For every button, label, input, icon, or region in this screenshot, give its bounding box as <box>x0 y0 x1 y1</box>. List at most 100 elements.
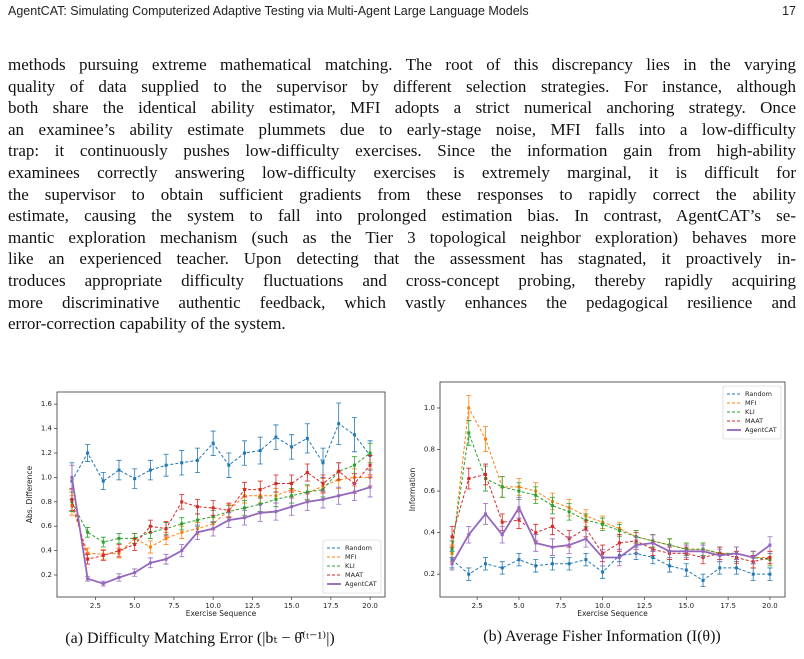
point <box>534 541 538 545</box>
x-tick-label: 5.0 <box>129 602 140 610</box>
legend-label: MFI <box>345 553 356 561</box>
y-tick-label: 0.2 <box>424 570 435 578</box>
caption: (a) Difficulty Matching Error (|bₜ − θ̂⁽… <box>65 630 335 647</box>
point <box>117 549 121 553</box>
point <box>467 477 471 481</box>
point <box>321 497 325 501</box>
x-tick-label: 12.5 <box>245 602 261 610</box>
point <box>274 510 278 514</box>
point <box>195 530 199 534</box>
point <box>550 562 554 566</box>
point <box>567 562 571 566</box>
point <box>484 437 488 441</box>
x-tick-label: 2.5 <box>90 602 101 610</box>
y-tick-label: 0.6 <box>424 487 436 495</box>
point <box>227 518 231 522</box>
series <box>449 496 773 571</box>
point <box>290 445 294 449</box>
point <box>484 512 488 516</box>
legend-label: KLI <box>745 408 755 416</box>
point <box>467 572 471 576</box>
point <box>101 479 105 483</box>
point <box>550 524 554 528</box>
point <box>180 549 184 553</box>
point <box>352 463 356 467</box>
text-line: estimate, causing the system to fall int… <box>8 206 796 226</box>
point <box>684 568 688 572</box>
x-tick-label: 2.5 <box>472 602 483 610</box>
series <box>449 463 773 569</box>
text-line: quality of data supplied to the supervis… <box>8 76 796 96</box>
legend-label: KLI <box>345 562 355 570</box>
point <box>484 562 488 566</box>
point <box>321 461 325 465</box>
point <box>243 506 247 510</box>
x-tick-label: 17.5 <box>323 602 339 610</box>
point <box>195 505 199 509</box>
point <box>133 543 137 547</box>
y-tick-label: 1.4 <box>41 425 53 433</box>
point <box>305 436 309 440</box>
series-line <box>451 505 771 565</box>
point <box>567 543 571 547</box>
series <box>69 464 373 587</box>
text-line: the supervisor to obtain sufficient grad… <box>8 184 796 204</box>
point <box>274 497 278 501</box>
legend-label: MFI <box>745 399 756 407</box>
point <box>467 431 471 435</box>
caption: (b) Average Fisher Information (I(θ)) <box>483 628 721 645</box>
x-tick-label: 15.0 <box>678 602 694 610</box>
point <box>617 556 621 560</box>
y-tick-label: 0.6 <box>41 522 53 530</box>
point <box>117 468 121 472</box>
point <box>148 561 152 565</box>
point <box>337 469 341 473</box>
y-tick-label: 1.0 <box>424 404 435 412</box>
point <box>517 558 521 562</box>
point <box>352 490 356 494</box>
point <box>148 524 152 528</box>
point <box>148 545 152 549</box>
point <box>500 520 504 524</box>
series <box>449 420 773 567</box>
legend-box <box>322 539 382 594</box>
point <box>101 582 105 586</box>
point <box>164 527 168 531</box>
x-tick-label: 15.0 <box>284 602 300 610</box>
point <box>751 556 755 560</box>
series-line <box>71 476 371 555</box>
point <box>450 562 454 566</box>
point <box>517 506 521 510</box>
point <box>368 485 372 489</box>
point <box>164 557 168 561</box>
series <box>449 546 773 588</box>
chart: 2.5 5.0 7.5 10.0 12.5 15.0 17.5 20.0 0.2 0.4 0.6 0.… <box>408 381 786 618</box>
point <box>211 527 215 531</box>
running-title: AgentCAT: Simulating Computerized Adapti… <box>8 4 529 18</box>
point <box>601 570 605 574</box>
legend-label: Random <box>745 390 772 398</box>
series-line <box>451 473 771 563</box>
text-line: trap: it continuously pushes low-difficu… <box>8 141 796 161</box>
point <box>718 566 722 570</box>
text-line: troduces appropriate difficulty fluctuat… <box>8 270 796 290</box>
point <box>450 547 454 551</box>
point <box>751 572 755 576</box>
text-line: like an experienced teacher. Upon detect… <box>8 249 796 269</box>
point <box>534 493 538 497</box>
point <box>584 558 588 562</box>
x-tick-label: 20.0 <box>762 602 778 610</box>
point <box>195 458 199 462</box>
point <box>500 566 504 570</box>
series-line <box>451 432 771 561</box>
page-number: 17 <box>782 4 796 18</box>
y-axis-label: Information <box>408 468 417 512</box>
point <box>164 536 168 540</box>
y-tick-label: 1.6 <box>41 400 53 408</box>
series-line <box>71 422 371 482</box>
point <box>368 463 372 467</box>
point <box>133 571 137 575</box>
point <box>70 475 74 479</box>
y-tick-label: 0.8 <box>41 498 52 506</box>
y-tick-label: 0.4 <box>424 529 436 537</box>
